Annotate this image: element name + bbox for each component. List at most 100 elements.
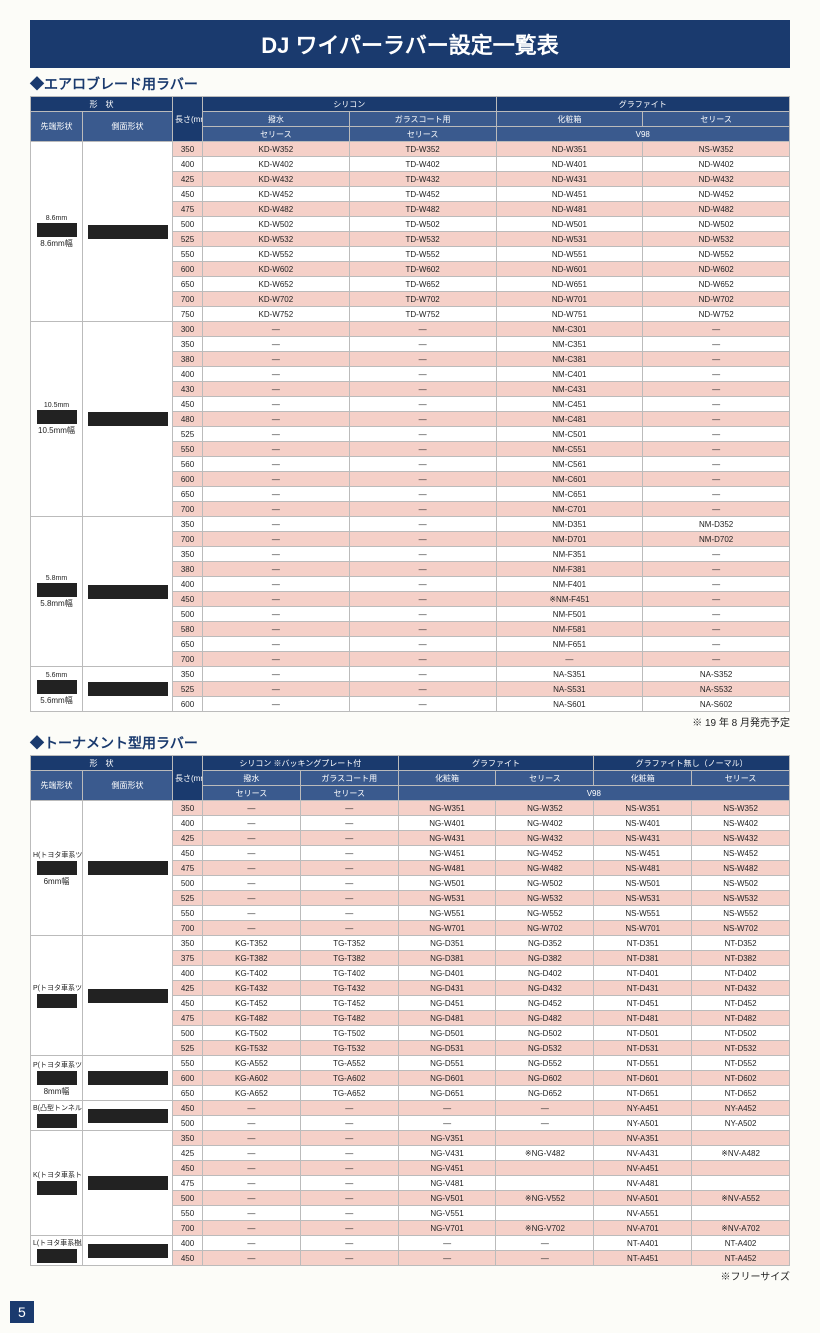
cell: NA-S532: [643, 682, 790, 697]
cell: —: [203, 622, 350, 637]
cell: TG-T432: [300, 981, 398, 996]
cell: —: [398, 1101, 496, 1116]
cell: NS-W451: [594, 846, 692, 861]
cell: NG-D352: [496, 936, 594, 951]
cell: ※NV-A552: [692, 1191, 790, 1206]
cell: ND-W532: [643, 232, 790, 247]
profile-side: [83, 322, 173, 517]
cell: ND-W452: [643, 187, 790, 202]
profile-side: [83, 1131, 173, 1236]
cell: NG-W481: [398, 861, 496, 876]
cell: NG-W451: [398, 846, 496, 861]
cell: —: [203, 592, 350, 607]
cell: 650: [173, 277, 203, 292]
cell: —: [349, 442, 496, 457]
cell: —: [643, 472, 790, 487]
cell: 350: [173, 801, 203, 816]
cell: —: [203, 412, 350, 427]
cell: NS-W432: [692, 831, 790, 846]
cell: 475: [173, 1176, 203, 1191]
cell: 475: [173, 202, 203, 217]
cell: NM-C451: [496, 397, 643, 412]
cell: NT-D402: [692, 966, 790, 981]
cell: —: [349, 367, 496, 382]
cell: —: [643, 442, 790, 457]
cell: NG-W552: [496, 906, 594, 921]
cell: —: [203, 652, 350, 667]
col-shape: 形 状: [31, 97, 173, 112]
cell: 425: [173, 981, 203, 996]
cell: NG-D432: [496, 981, 594, 996]
cell: ND-W601: [496, 262, 643, 277]
cell: KD-W352: [203, 142, 350, 157]
cell: NT-A451: [594, 1251, 692, 1266]
cell: 450: [173, 187, 203, 202]
cell: NG-W352: [496, 801, 594, 816]
cell: KG-T352: [203, 936, 301, 951]
cell: NG-W482: [496, 861, 594, 876]
cell: KG-T382: [203, 951, 301, 966]
cell: —: [203, 607, 350, 622]
cell: TD-W432: [349, 172, 496, 187]
col-len: 長さ(mm): [173, 97, 203, 142]
cell: —: [203, 532, 350, 547]
cell: —: [203, 457, 350, 472]
cell: 350: [173, 517, 203, 532]
section2-header: ◆トーナメント型用ラバー: [30, 733, 790, 753]
cell: —: [203, 801, 301, 816]
cell: 425: [173, 172, 203, 187]
cell: 450: [173, 996, 203, 1011]
cell: —: [300, 1161, 398, 1176]
cell: KG-T452: [203, 996, 301, 1011]
cell: TD-W602: [349, 262, 496, 277]
cell: KG-A602: [203, 1071, 301, 1086]
cell: [692, 1176, 790, 1191]
cell: NG-V431: [398, 1146, 496, 1161]
cell: NG-W502: [496, 876, 594, 891]
cell: —: [203, 382, 350, 397]
cell: NG-W551: [398, 906, 496, 921]
cell: 700: [173, 292, 203, 307]
cell: —: [203, 1251, 301, 1266]
cell: 350: [173, 142, 203, 157]
cell: 500: [173, 1191, 203, 1206]
cell: KG-A652: [203, 1086, 301, 1101]
cell: 700: [173, 532, 203, 547]
cell: —: [203, 1101, 301, 1116]
cell: NY-A501: [594, 1116, 692, 1131]
cell: NG-D652: [496, 1086, 594, 1101]
cell: 450: [173, 1251, 203, 1266]
cell: NM-C381: [496, 352, 643, 367]
cell: NM-D351: [496, 517, 643, 532]
cell: NS-W401: [594, 816, 692, 831]
cell: —: [643, 412, 790, 427]
cell: NT-A452: [692, 1251, 790, 1266]
cell: NT-D351: [594, 936, 692, 951]
cell: NG-V501: [398, 1191, 496, 1206]
cell: NM-D702: [643, 532, 790, 547]
cell: —: [643, 607, 790, 622]
section1-table: 形 状 長さ(mm) シリコン グラファイト 先端形状 側面形状 撥水 ガラスコ…: [30, 96, 790, 712]
cell: NS-W701: [594, 921, 692, 936]
cell: NG-D551: [398, 1056, 496, 1071]
cell: NM-C301: [496, 322, 643, 337]
cell: —: [203, 846, 301, 861]
cell: [692, 1131, 790, 1146]
cell: —: [203, 1221, 301, 1236]
cell: —: [300, 906, 398, 921]
cell: NT-D481: [594, 1011, 692, 1026]
cell: NM-C561: [496, 457, 643, 472]
col-tip: 先端形状: [31, 112, 83, 142]
cell: —: [300, 891, 398, 906]
cell: NV-A481: [594, 1176, 692, 1191]
cell: ND-W751: [496, 307, 643, 322]
cell: 300: [173, 322, 203, 337]
cell: —: [496, 1236, 594, 1251]
cell: —: [643, 427, 790, 442]
cell: NM-C551: [496, 442, 643, 457]
cell: 400: [173, 966, 203, 981]
cell: ND-W402: [643, 157, 790, 172]
cell: —: [398, 1236, 496, 1251]
cell: ND-W482: [643, 202, 790, 217]
cell: ※NM-F451: [496, 592, 643, 607]
